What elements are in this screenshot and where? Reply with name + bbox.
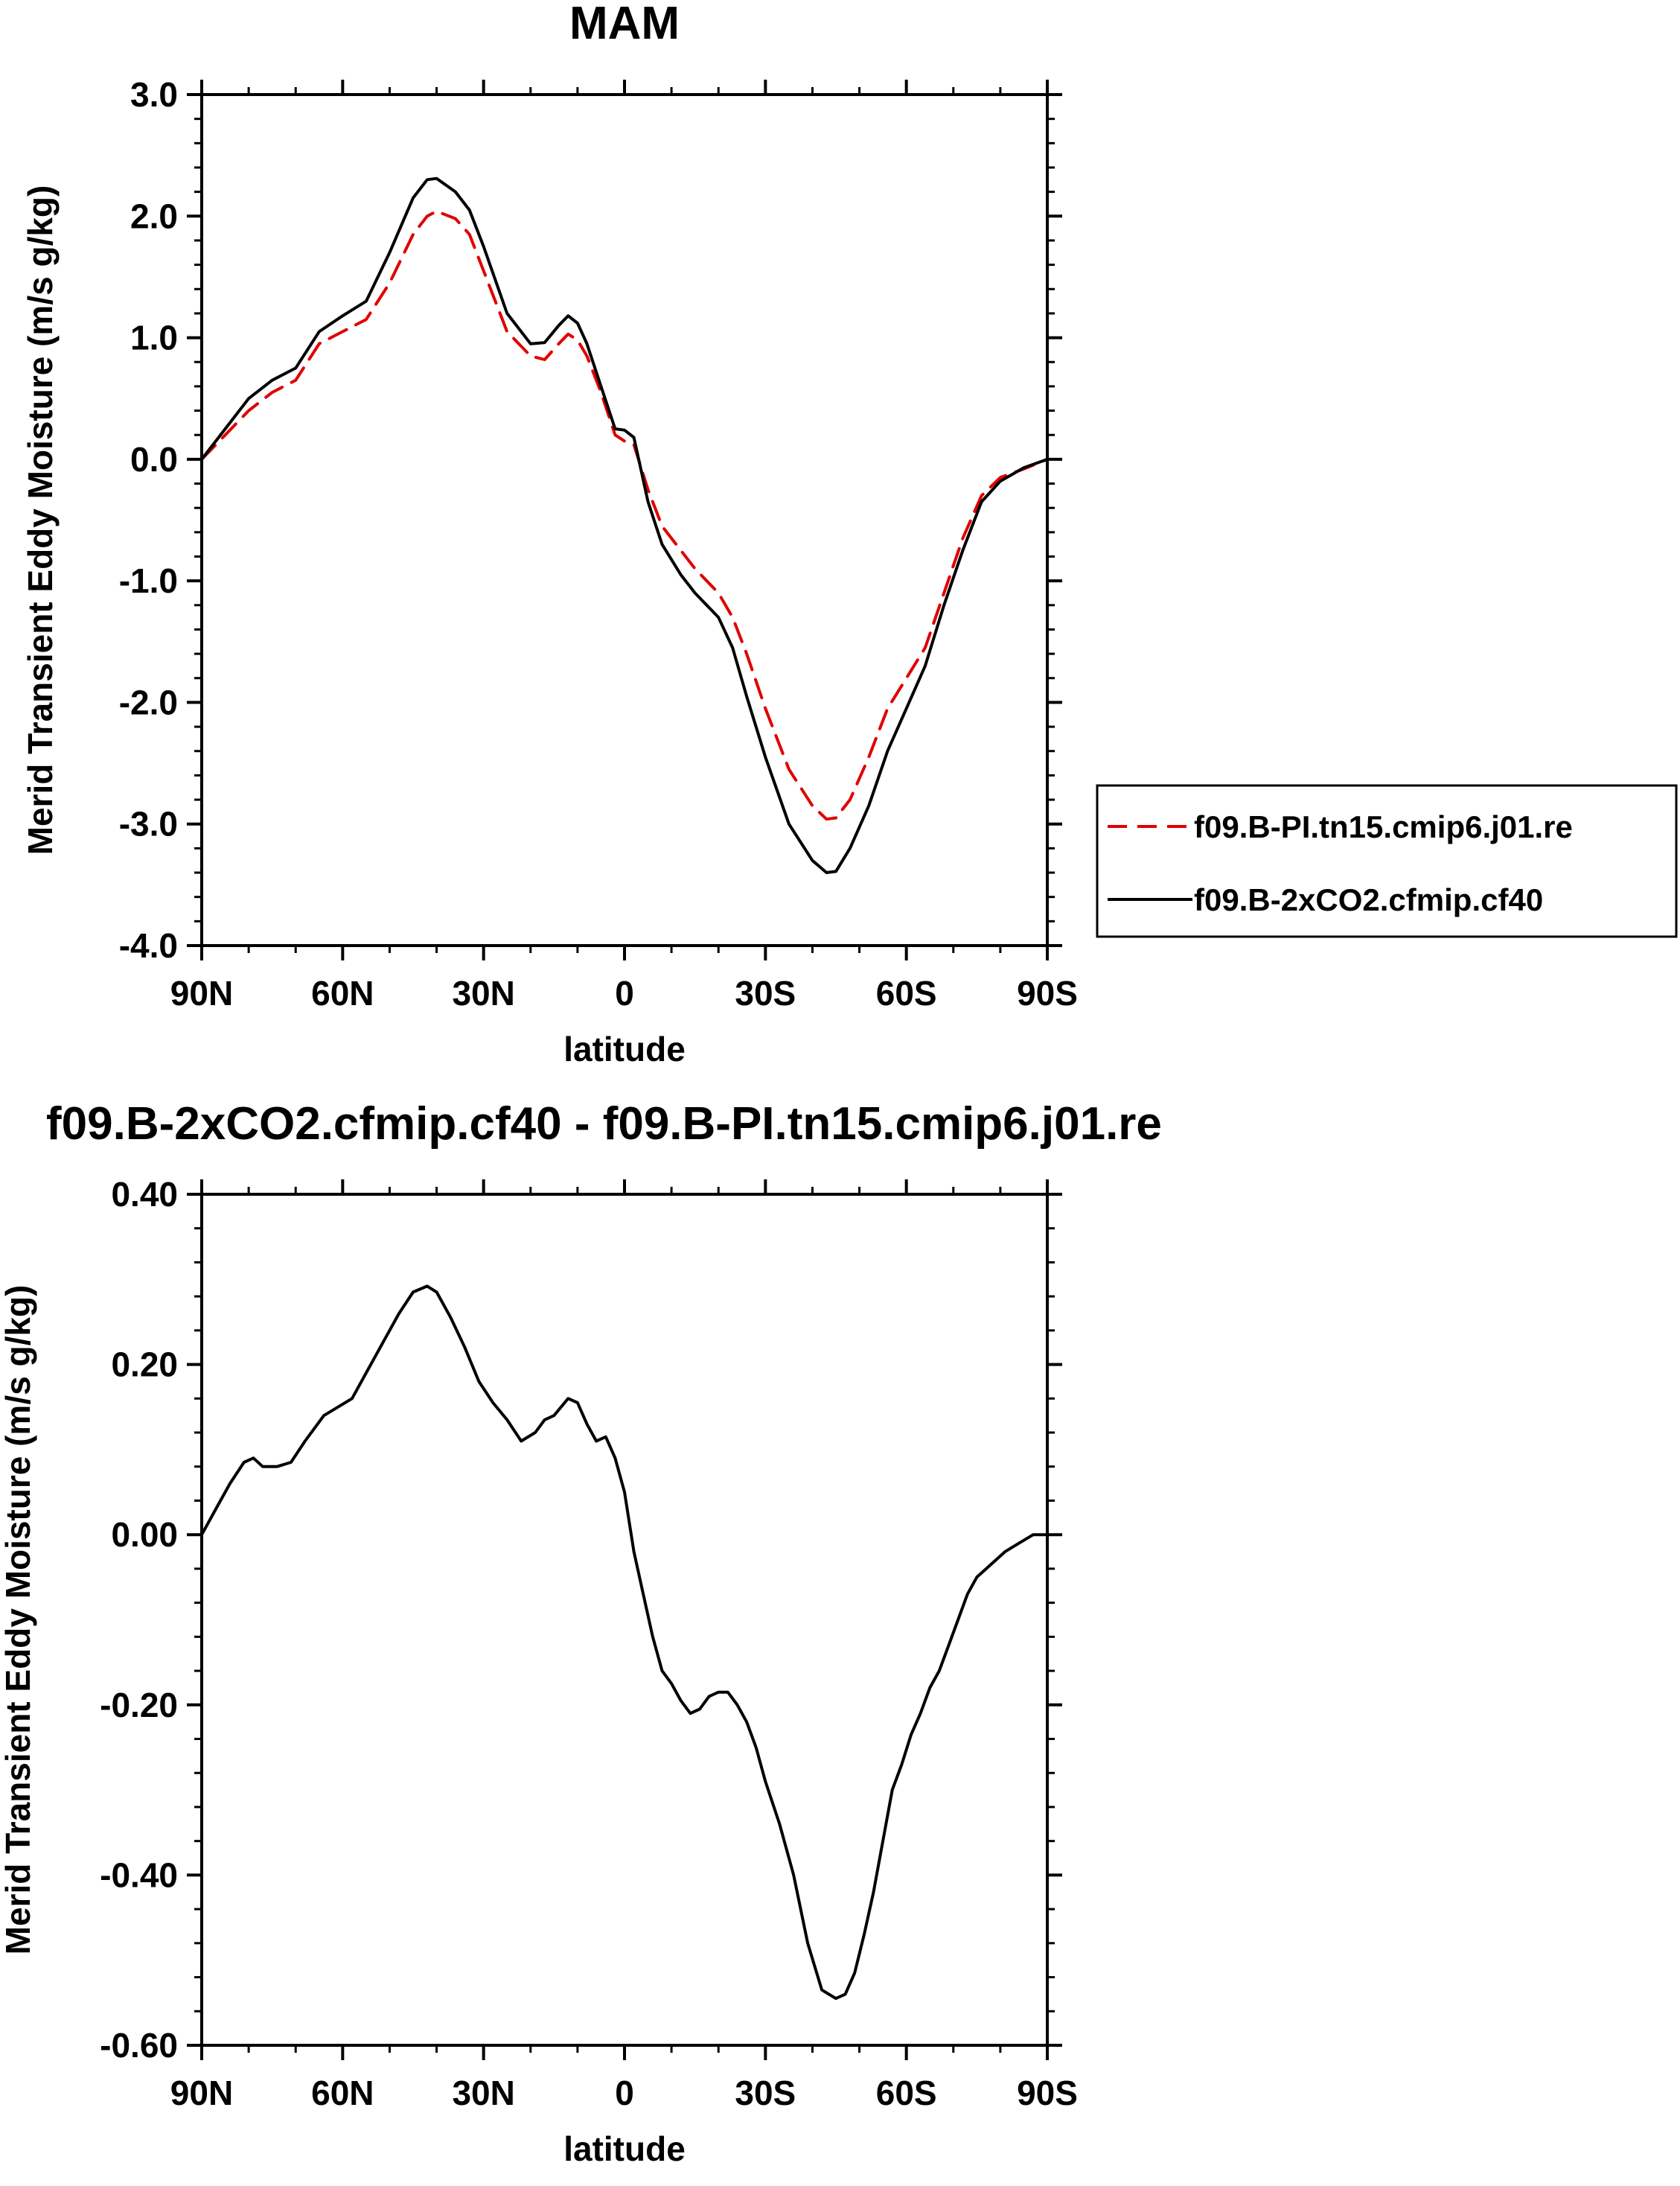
y-axis-label: Merid Transient Eddy Moisture (m/s g/kg) (21, 185, 60, 855)
plot-frame (200, 1193, 1049, 2047)
y-tick-label: 0.0 (130, 440, 178, 479)
y-tick-label: 0.40 (111, 1175, 178, 1214)
y-tick-label: -1.0 (119, 561, 178, 600)
y-axis-label: Merid Transient Eddy Moisture (m/s g/kg) (0, 1285, 37, 1955)
y-tick-label: 0.20 (111, 1345, 178, 1384)
x-tick-label: 30N (452, 974, 514, 1013)
x-tick-label: 90S (1017, 2074, 1078, 2112)
y-tick-label: -2.0 (119, 683, 178, 721)
x-tick-label: 60N (311, 2074, 374, 2112)
y-tick-label: 2.0 (130, 197, 178, 235)
chart-title: MAM (569, 0, 680, 49)
legend-box (1096, 784, 1678, 938)
y-tick-label: 3.0 (130, 75, 178, 114)
panel-bottom: f09.B-2xCO2.cfmip.cf40 - f09.B-PI.tn15.c… (0, 1098, 1162, 2168)
legend-label: f09.B-PI.tn15.cmip6.j01.re (1194, 809, 1573, 844)
series-line-1 (200, 176, 1049, 874)
x-tick-label: 60N (311, 974, 374, 1013)
y-tick-label: -0.40 (100, 1855, 178, 1894)
plot-frame (200, 93, 1049, 947)
x-tick-label: 90N (170, 974, 233, 1013)
x-tick-label: 30N (452, 2074, 514, 2112)
y-tick-label: -0.20 (100, 1686, 178, 1724)
legend-label: f09.B-2xCO2.cfmip.cf40 (1194, 882, 1543, 917)
y-tick-label: -3.0 (119, 805, 178, 844)
panel-top: MAM 90N 60N 30N 0 30S 60S 90S -4.0 -3.0 -2.0 -1.0 0.… (21, 0, 1678, 1068)
x-tick-label: 90N (170, 2074, 233, 2112)
y-tick-label: -0.60 (100, 2026, 178, 2065)
x-tick-label: 30S (735, 974, 796, 1013)
x-tick-label: 90S (1017, 974, 1078, 1013)
series-line-0 (200, 209, 1049, 821)
series-line-0 (200, 1284, 1049, 2001)
x-tick-label: 0 (615, 974, 634, 1013)
x-tick-label: 60S (876, 974, 937, 1013)
y-tick-label: -4.0 (119, 926, 178, 965)
x-axis-label: latitude (563, 2129, 686, 2168)
x-tick-label: 60S (876, 2074, 937, 2112)
x-axis-label: latitude (563, 1030, 686, 1068)
x-tick-label: 0 (615, 2074, 634, 2112)
y-tick-label: 0.00 (111, 1515, 178, 1554)
x-tick-label: 30S (735, 2074, 796, 2112)
y-tick-label: 1.0 (130, 319, 178, 357)
chart-title: f09.B-2xCO2.cfmip.cf40 - f09.B-PI.tn15.c… (46, 1098, 1162, 1150)
